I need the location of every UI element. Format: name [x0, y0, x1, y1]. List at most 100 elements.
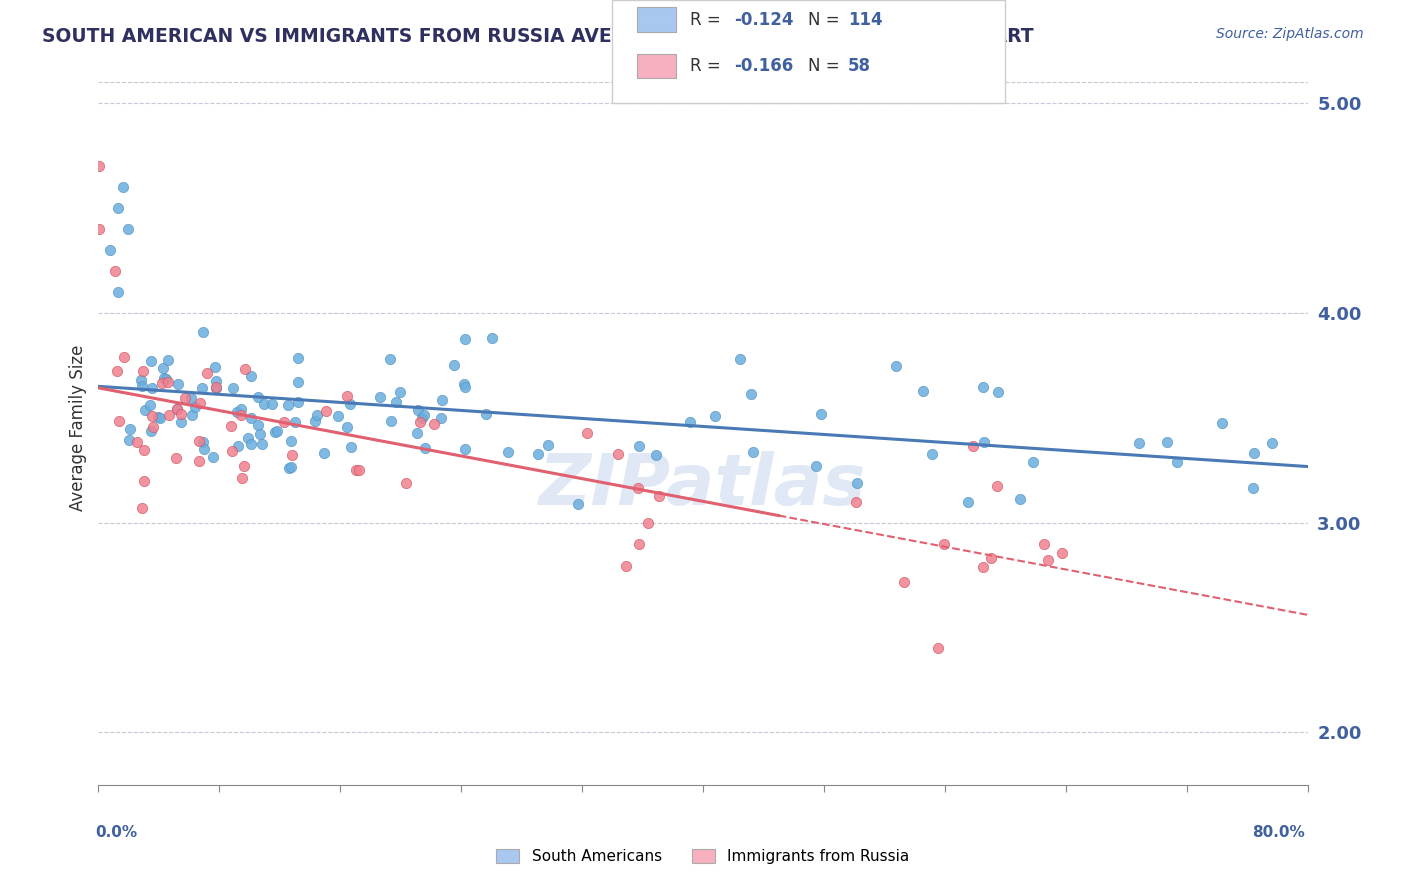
Point	[972, 380, 994, 394]
Point	[411, 411, 433, 425]
Point	[645, 448, 668, 462]
Point	[973, 435, 995, 450]
Point	[454, 442, 477, 456]
Point	[141, 381, 163, 395]
Point	[132, 475, 155, 489]
Point	[1243, 445, 1265, 459]
Point	[134, 402, 156, 417]
Point	[240, 436, 263, 450]
Point	[187, 434, 209, 449]
Point	[273, 415, 295, 429]
Text: N =: N =	[808, 57, 845, 75]
Point	[165, 450, 187, 465]
Point	[278, 461, 301, 475]
Point	[236, 431, 259, 445]
Point	[281, 448, 304, 462]
Point	[614, 558, 637, 573]
Point	[987, 384, 1010, 399]
Point	[264, 425, 287, 440]
Point	[89, 159, 111, 173]
Text: N =: N =	[808, 11, 845, 29]
Text: 0.0%: 0.0%	[96, 825, 138, 839]
Point	[201, 450, 224, 464]
Point	[1241, 481, 1264, 495]
Text: 58: 58	[848, 57, 870, 75]
Point	[927, 641, 949, 656]
Point	[139, 353, 162, 368]
Point	[1021, 455, 1043, 469]
Point	[339, 397, 361, 411]
Point	[118, 433, 141, 447]
Point	[637, 516, 659, 530]
Point	[166, 401, 188, 416]
Point	[107, 285, 129, 299]
Point	[204, 375, 226, 389]
Point	[129, 373, 152, 387]
Point	[205, 380, 228, 394]
Point	[148, 409, 170, 424]
Point	[1166, 455, 1188, 469]
Point	[131, 501, 153, 516]
Point	[221, 381, 243, 395]
Text: R =: R =	[690, 11, 727, 29]
Point	[253, 397, 276, 411]
Point	[249, 427, 271, 442]
Point	[413, 408, 436, 422]
Point	[226, 405, 249, 419]
Point	[193, 442, 215, 456]
Point	[266, 424, 288, 438]
Point	[226, 439, 249, 453]
Point	[152, 371, 174, 385]
Point	[315, 404, 337, 418]
Point	[380, 352, 402, 367]
Point	[423, 417, 446, 431]
Point	[567, 497, 589, 511]
Point	[221, 443, 243, 458]
Point	[157, 409, 180, 423]
Point	[231, 470, 253, 484]
Point	[980, 550, 1002, 565]
Point	[247, 390, 270, 404]
Point	[1261, 436, 1284, 450]
Point	[127, 435, 149, 450]
Point	[117, 221, 139, 235]
Point	[187, 454, 209, 468]
Text: 114: 114	[848, 11, 883, 29]
Point	[326, 409, 349, 424]
Point	[104, 264, 127, 278]
Point	[627, 481, 650, 495]
Point	[389, 384, 412, 399]
Point	[195, 367, 218, 381]
Point	[810, 407, 832, 421]
Point	[911, 384, 934, 399]
Point	[454, 380, 477, 394]
Point	[1128, 436, 1150, 450]
Point	[454, 332, 477, 346]
Point	[260, 397, 283, 411]
Text: ZIPatlas: ZIPatlas	[540, 450, 866, 520]
Point	[170, 407, 193, 421]
Point	[576, 425, 599, 440]
Point	[107, 364, 129, 378]
Point	[893, 575, 915, 590]
Point	[280, 460, 302, 475]
Point	[239, 411, 262, 425]
Text: Source: ZipAtlas.com: Source: ZipAtlas.com	[1216, 27, 1364, 41]
Point	[239, 368, 262, 383]
Point	[406, 426, 429, 441]
Point	[191, 381, 214, 395]
Point	[481, 331, 503, 345]
Point	[132, 443, 155, 458]
Point	[180, 409, 202, 423]
Point	[305, 409, 328, 423]
Point	[287, 375, 309, 389]
Point	[627, 439, 650, 453]
Point	[155, 372, 177, 386]
Point	[139, 398, 162, 412]
Text: -0.124: -0.124	[734, 11, 793, 29]
Point	[166, 402, 188, 417]
Point	[173, 391, 195, 405]
Point	[413, 441, 436, 455]
Point	[89, 221, 111, 235]
Point	[100, 243, 122, 257]
